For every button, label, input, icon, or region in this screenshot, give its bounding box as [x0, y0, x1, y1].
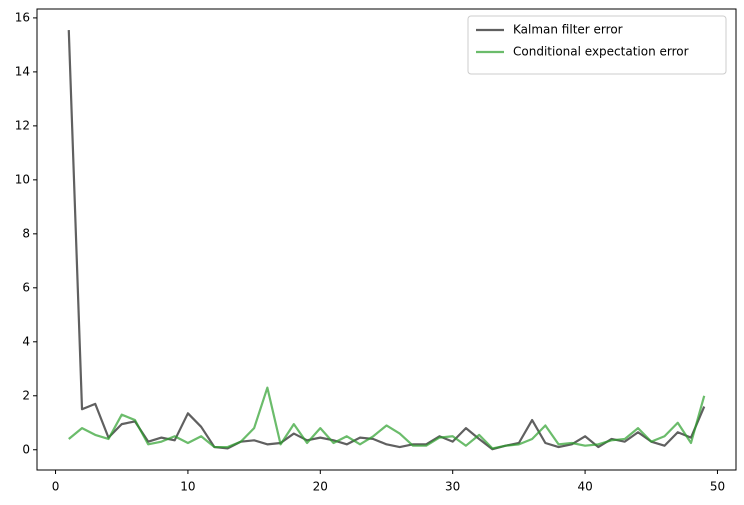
x-tick-label: 0 — [52, 480, 60, 494]
line-series — [68, 386, 706, 450]
x-tick-label: 10 — [180, 480, 195, 494]
y-tick-label: 10 — [15, 172, 30, 186]
y-tick-label: 2 — [22, 388, 30, 402]
legend-label: Conditional expectation error — [513, 45, 689, 59]
legend-label: Kalman filter error — [513, 23, 623, 37]
y-tick-label: 8 — [22, 226, 30, 240]
x-tick-label: 50 — [710, 480, 725, 494]
x-tick-label: 30 — [445, 480, 460, 494]
plot-frame — [36, 8, 737, 471]
y-tick-label: 12 — [15, 118, 30, 132]
legend-box — [467, 15, 727, 75]
y-tick-label: 4 — [22, 334, 30, 348]
line-series — [67, 30, 706, 451]
legend: Kalman filter error Conditional expectati… — [467, 15, 727, 75]
y-tick-label: 6 — [22, 280, 30, 294]
x-tick-label: 20 — [313, 480, 328, 494]
y-tick-label: 0 — [22, 442, 30, 456]
y-tick-label: 14 — [15, 64, 30, 78]
x-tick-label: 40 — [577, 480, 592, 494]
y-tick-label: 16 — [15, 10, 30, 24]
